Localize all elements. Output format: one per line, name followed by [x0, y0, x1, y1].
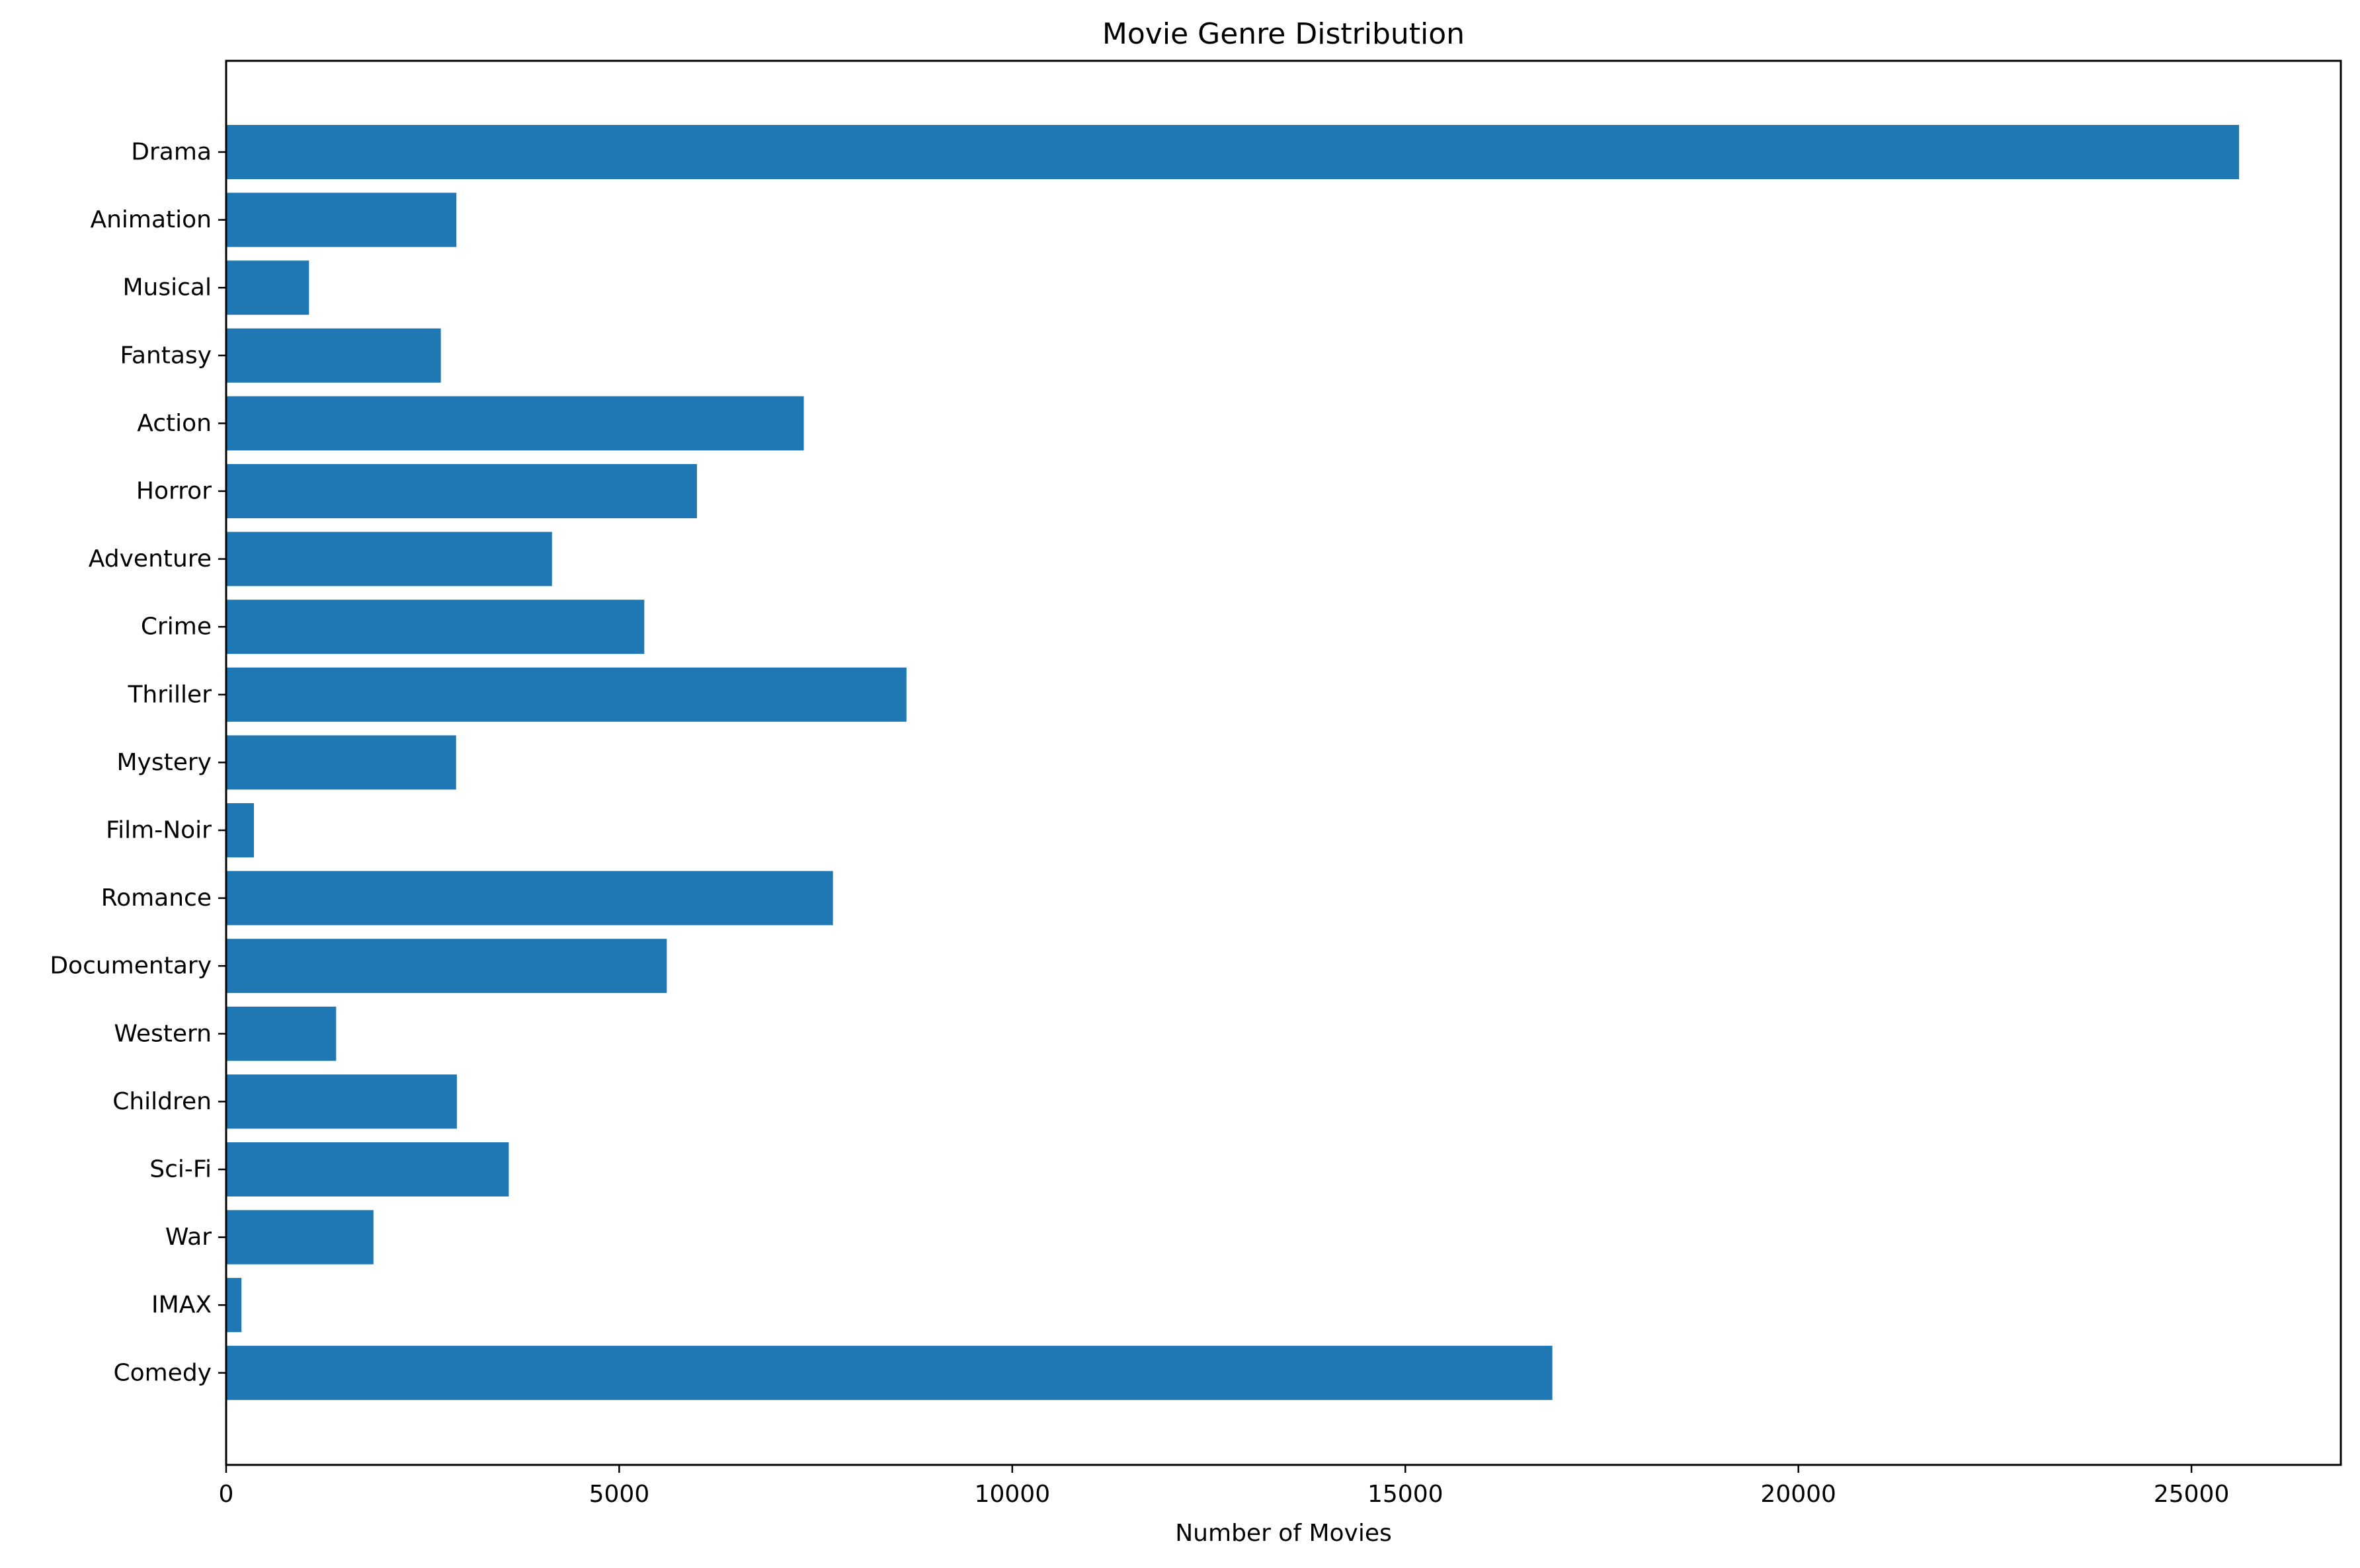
- bar-fantasy: [226, 328, 441, 383]
- y-tick-label: Western: [114, 1020, 212, 1047]
- bar-action: [226, 396, 804, 451]
- bar-crime: [226, 600, 645, 654]
- plot-frame: [225, 59, 2342, 1466]
- y-tick-label: Comedy: [113, 1359, 212, 1386]
- bar-mystery: [226, 735, 456, 790]
- y-tick-label: Documentary: [50, 953, 212, 980]
- bar-thriller: [226, 667, 907, 722]
- x-axis-label: Number of Movies: [1175, 1520, 1392, 1547]
- y-tick-label: Crime: [141, 613, 212, 641]
- bar-musical: [226, 260, 309, 315]
- bar-romance: [226, 871, 833, 925]
- bar-western: [226, 1006, 337, 1061]
- y-tick-label: Children: [112, 1088, 212, 1115]
- x-tick-label: 5000: [589, 1481, 650, 1508]
- y-tick-label: Mystery: [117, 749, 212, 776]
- x-tick-label: 25000: [2154, 1481, 2230, 1508]
- bars-layer: [226, 125, 2240, 1400]
- bar-imax: [226, 1278, 242, 1333]
- y-tick-label: Thriller: [127, 681, 212, 708]
- x-axis: 0 5000 10000 15000 20000 25000: [219, 1465, 2230, 1508]
- y-tick-label: IMAX: [151, 1292, 212, 1319]
- x-tick-label: 20000: [1760, 1481, 1836, 1508]
- y-axis: Drama Animation Musical Fantasy Action Horror…: [50, 139, 226, 1386]
- y-tick-label: War: [165, 1224, 212, 1251]
- bar-drama: [226, 125, 2240, 179]
- y-tick-label: Fantasy: [120, 342, 212, 369]
- y-tick-label: Romance: [101, 884, 212, 912]
- y-tick-label: Drama: [131, 139, 212, 166]
- y-tick-label: Animation: [90, 206, 212, 233]
- y-tick-label: Action: [137, 410, 212, 437]
- x-tick-label: 15000: [1367, 1481, 1444, 1508]
- bar-animation: [226, 192, 457, 247]
- bar-comedy: [226, 1345, 1553, 1400]
- bar-documentary: [226, 939, 667, 994]
- bar-adventure: [226, 531, 552, 586]
- bar-war: [226, 1210, 374, 1265]
- bar-film-noir: [226, 803, 254, 857]
- y-tick-label: Sci-Fi: [149, 1156, 212, 1183]
- x-tick-label: 10000: [975, 1481, 1051, 1508]
- bar-children: [226, 1074, 457, 1129]
- y-tick-label: Horror: [136, 478, 212, 505]
- y-tick-label: Musical: [123, 274, 212, 301]
- y-tick-label: Film-Noir: [106, 817, 212, 844]
- chart-title: Movie Genre Distribution: [1102, 17, 1465, 51]
- y-tick-label: Adventure: [89, 545, 212, 572]
- x-tick-label: 0: [219, 1481, 234, 1508]
- bar-horror: [226, 464, 698, 518]
- bar-sci-fi: [226, 1142, 509, 1196]
